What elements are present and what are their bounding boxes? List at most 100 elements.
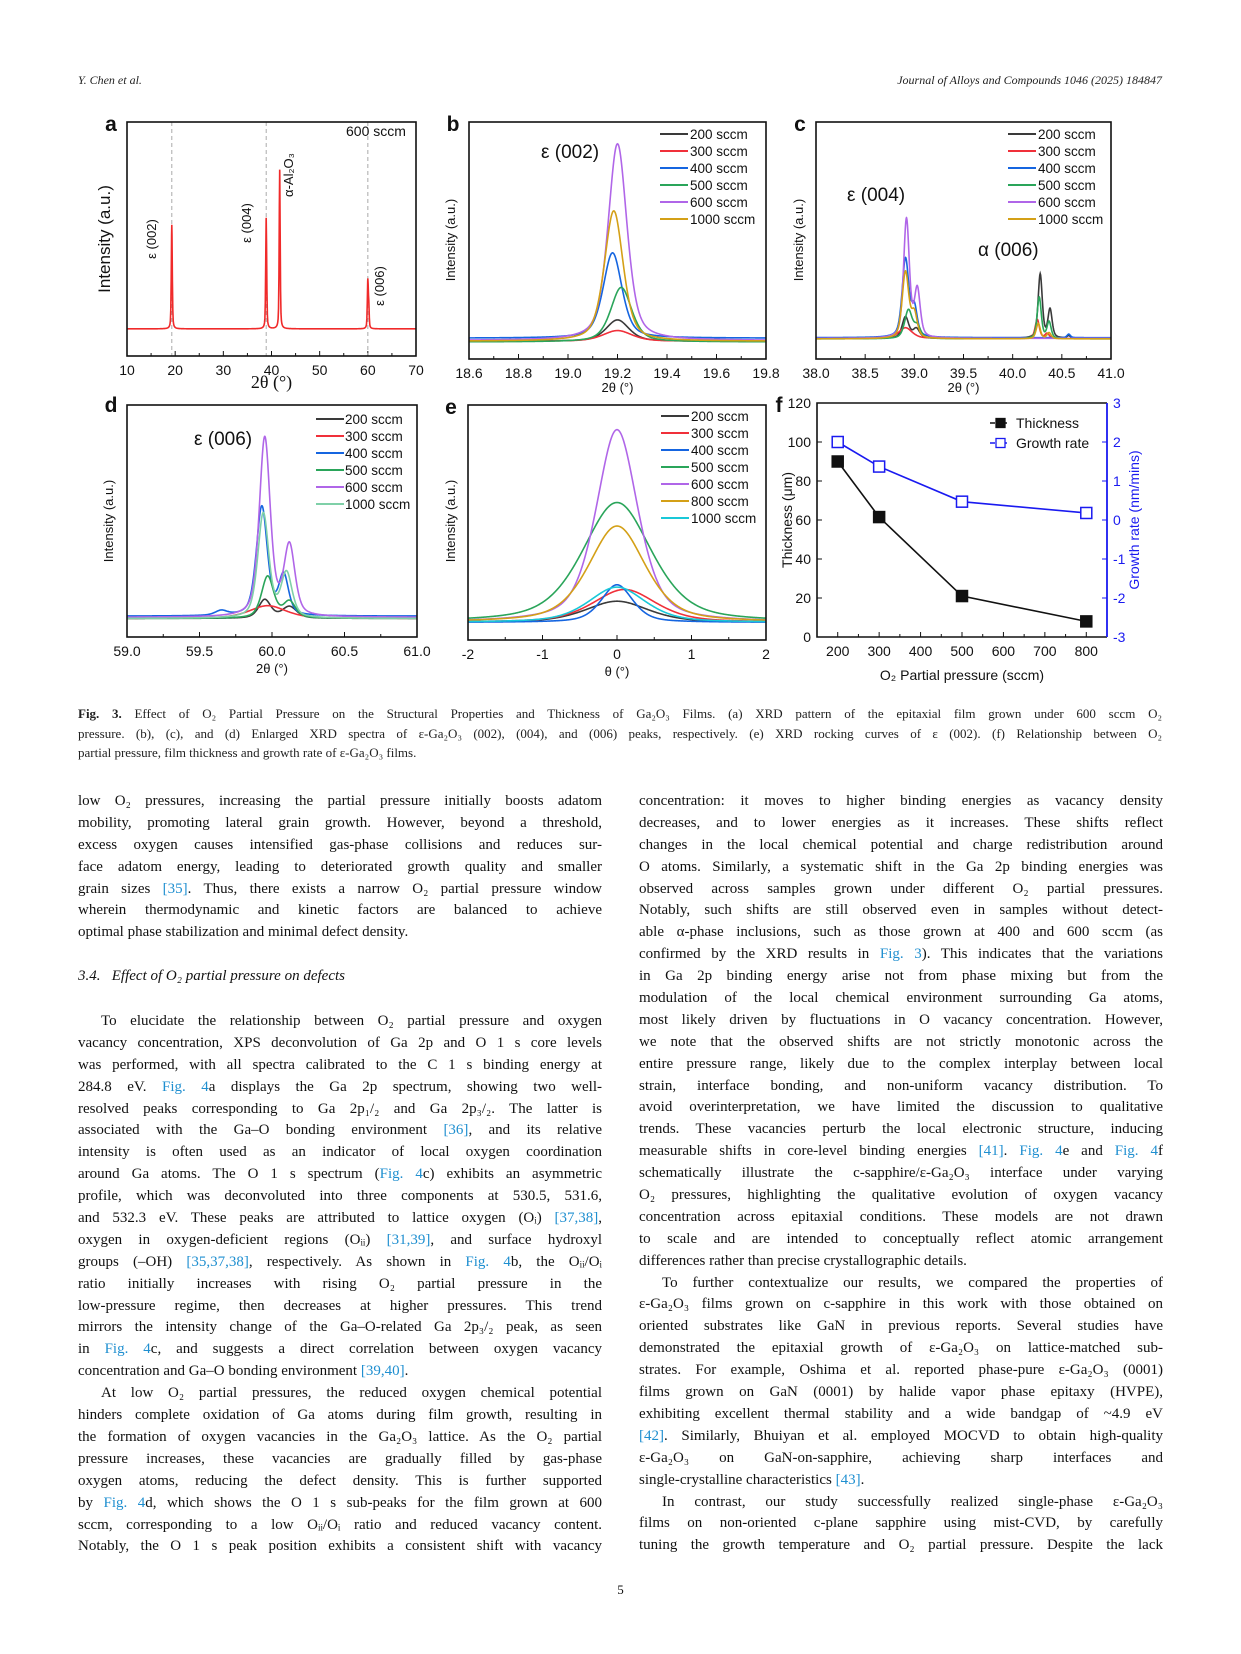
reference-link[interactable]: [42] [639,1427,664,1444]
reference-link[interactable]: Fig. 4 [162,1078,209,1095]
y-tick-label: 40 [795,551,811,567]
x-tick-label: -1 [536,646,549,662]
y-axis-label: Intensity (a.u.) [95,185,114,293]
text-line: exhibiting excellent thermal stability a… [639,1405,1163,1422]
series-line-400-sccm [469,252,766,339]
text-line: hinders complete oxidation of Ga atoms d… [78,1407,602,1424]
text-line: At low O₂ partial pressures, the reduced… [101,1385,602,1402]
peak-annotation: ε (002) [144,219,159,259]
peak-annotation: ε (006) [372,266,387,306]
plot-frame [126,121,417,357]
running-header-journal: Journal of Alloys and Compounds 1046 (20… [897,73,1162,87]
text-line: strain, interface bonding, and non-unifo… [639,1077,1163,1094]
data-point-Growth-rate [831,435,844,449]
y-axis-label: Intensity (a.u.) [791,199,806,281]
reference-link[interactable]: [31,39] [386,1231,431,1248]
series-line-600-sccm [816,216,1111,340]
text-line: To elucidate the relationship between O₂… [101,1013,602,1030]
reference-link[interactable]: Fig. 4 [379,1166,423,1183]
text-line: low-pressure regime, then decreases at h… [78,1297,602,1314]
text-line: by Fig. 4d, which shows the O 1 s sub-pe… [78,1494,603,1511]
text-line: to scale and are intended to conceptuall… [639,1230,1163,1247]
plot-frame [815,121,1112,360]
x-tick-label: 18.6 [455,365,482,381]
peak-annotation: 600 sccm [346,123,406,139]
reference-link[interactable]: [36] [443,1122,469,1139]
y-right-tick-label: 3 [1113,395,1121,411]
reference-link[interactable]: [39,40] [360,1363,405,1380]
series-line-500-sccm [816,295,1111,340]
reference-link[interactable]: Fig. 4 [1019,1143,1063,1160]
y-right-tick-label: -3 [1113,629,1126,645]
reference-link[interactable]: [43] [835,1471,861,1488]
y-right-axis-label: Growth rate (nm/mins) [1126,450,1142,589]
text-line: was performed, with all spectra calibrat… [78,1056,602,1073]
text-line: excess oxygen causes intensified gas-pha… [78,836,602,853]
panel-e: e -2 -1 0 1 2 200 sccm 300 sccm 400 sccm 500 sccm… [443,396,770,679]
x-tick-label: 2 [762,646,770,662]
series-line-1000-sccm [469,210,766,342]
text-line: schematically illustrate the c-sapphire/… [639,1165,1163,1182]
reference-link[interactable]: [35] [162,880,188,897]
reference-link[interactable]: [35,37,38] [186,1253,249,1270]
caption-line: Fig. 3. Effect of O₂ Partial Pressure on… [78,706,1162,721]
text-line: modulation of the local chemical environ… [639,990,1163,1007]
figure-caption: Fig. 3. Effect of O₂ Partial Pressure on… [78,704,1162,763]
x-tick-label: 59.5 [186,643,213,659]
text-line: we note that the observed shifts are not… [639,1033,1163,1050]
x-tick-label: 60 [360,362,376,378]
y-right-tick-label: -2 [1113,590,1126,606]
x-tick-label: 10 [119,362,135,378]
text-line: entire pressure range, likely due to the… [639,1055,1163,1072]
left-text-column: low O₂ pressures, increasing the partial… [78,791,602,1558]
x-tick-label: 19.6 [703,365,730,381]
x-tick-label: 40.0 [999,365,1026,381]
series-line-1000-sccm [127,511,417,620]
panel-letter: c [794,113,806,136]
reference-link[interactable]: Fig. 4 [465,1253,511,1270]
legend-marker [995,437,1006,449]
legend-label: 600 sccm [690,195,748,210]
x-tick-label: 40 [264,362,280,378]
series-line-Thickness [837,461,1087,623]
reference-link[interactable]: Fig. 4 [104,1341,151,1358]
y-right-tick-label: 1 [1113,473,1121,489]
text-line: vacancy concentration, XPS deconvolution… [78,1034,602,1051]
panel-c: c 38.0 38.5 39.0 39.5 40.0 40.5 41.0 200 sccm 300… [791,113,1125,395]
y-tick-label: 100 [788,434,812,450]
x-tick-label: 60.0 [258,643,285,659]
y-right-tick-label: -1 [1113,551,1126,567]
reference-link[interactable]: [41] [978,1143,1004,1160]
series-line-200-sccm [468,600,766,623]
text-line: mobility, promoting lateral grain growth… [78,814,602,831]
data-point-Thickness [872,510,886,524]
data-point-Growth-rate [1080,506,1093,520]
series-line-800-sccm [468,525,766,621]
reference-link[interactable]: Fig. 4 [103,1494,146,1511]
peak-annotation: ε (004) [239,203,254,243]
legend-label: 300 sccm [691,426,749,441]
text-line: tuning the growth temperature and O₂ par… [639,1537,1163,1554]
text-line: pressure increases, these vacancies are … [78,1450,602,1467]
text-line: wherein thermodynamic and kinetic factor… [78,902,602,919]
caption-label: Fig. 3. [78,706,122,721]
x-tick-label: 200 [826,643,850,659]
x-tick-label: 300 [867,643,891,659]
text-line: decreases, and to lower energies as it i… [639,814,1163,831]
x-tick-label: 39.5 [950,365,977,381]
text-line: most likely driven by fluctuations in O … [639,1011,1163,1028]
text-line: face adatom energy, leading to deteriora… [78,858,602,875]
legend-label: 800 sccm [691,494,749,509]
series-line-600-sccm [127,169,416,330]
reference-link[interactable]: Fig. 3 [879,946,922,963]
legend-label: 200 sccm [345,412,403,427]
y-axis-label: Thickness (μm) [779,472,795,568]
y-tick-label: 60 [795,512,811,528]
reference-link[interactable]: [37,38] [554,1210,599,1227]
series-line-400-sccm [127,504,417,617]
reference-link[interactable]: Fig. 4 [1114,1143,1159,1160]
text-line: differences rather than precise crystall… [639,1252,967,1269]
text-line: intensity is often used as an indicator … [78,1144,602,1161]
x-tick-label: 61.0 [403,643,430,659]
text-line: changes in the local chemical potential … [639,836,1163,853]
